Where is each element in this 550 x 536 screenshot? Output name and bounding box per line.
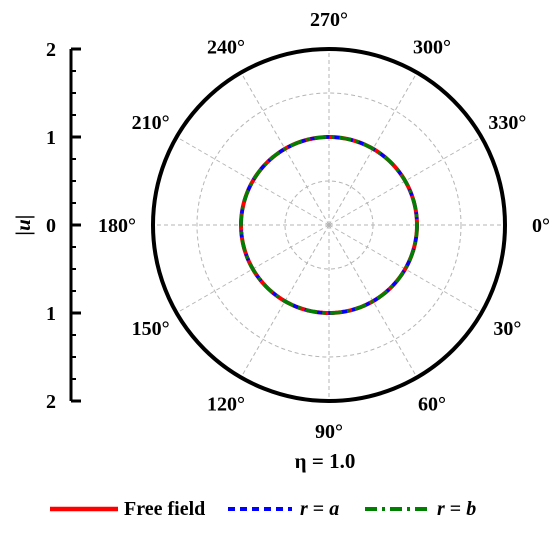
parameter-label: η = 1.0 — [295, 449, 356, 473]
angle-tick-label: 90° — [315, 421, 343, 443]
angle-tick-label: 30° — [493, 318, 521, 340]
radial-axis: 2 1 0 1 2 — [46, 39, 81, 413]
radial-tick-label: 1 — [46, 127, 56, 149]
angle-tick-label: 120° — [207, 393, 245, 415]
grid-circle-2 — [196, 92, 462, 358]
radial-tick-label: 0 — [46, 215, 56, 237]
series-line-2 — [239, 135, 419, 315]
legend-label-1: r = a — [300, 498, 339, 520]
polar-outer-ring — [151, 47, 507, 403]
angle-tick-label: 240° — [207, 37, 245, 59]
angle-tick-label: 60° — [418, 393, 446, 415]
legend-label-0: Free field — [124, 498, 205, 520]
angle-tick-label: 210° — [132, 112, 170, 134]
legend: Free field r = a r = b — [50, 498, 476, 520]
angle-tick-label: 330° — [488, 112, 526, 134]
angle-tick-label: 300° — [413, 37, 451, 59]
angle-tick-label: 180° — [98, 215, 136, 237]
angle-tick-label: 0° — [532, 215, 550, 237]
angle-tick-label: 150° — [132, 318, 170, 340]
angle-labels: 0° 30° 60° 90° 120° 150° 180° 210° 240° 270° 300° 3… — [98, 9, 550, 443]
radial-tick-label: 2 — [46, 39, 56, 61]
y-axis-label: |u| — [11, 215, 35, 236]
radial-tick-label: 1 — [46, 303, 56, 325]
angle-tick-label: 270° — [310, 9, 348, 31]
series-layer — [238, 134, 420, 316]
radial-tick-label: 2 — [46, 391, 56, 413]
legend-label-2: r = b — [437, 498, 476, 520]
